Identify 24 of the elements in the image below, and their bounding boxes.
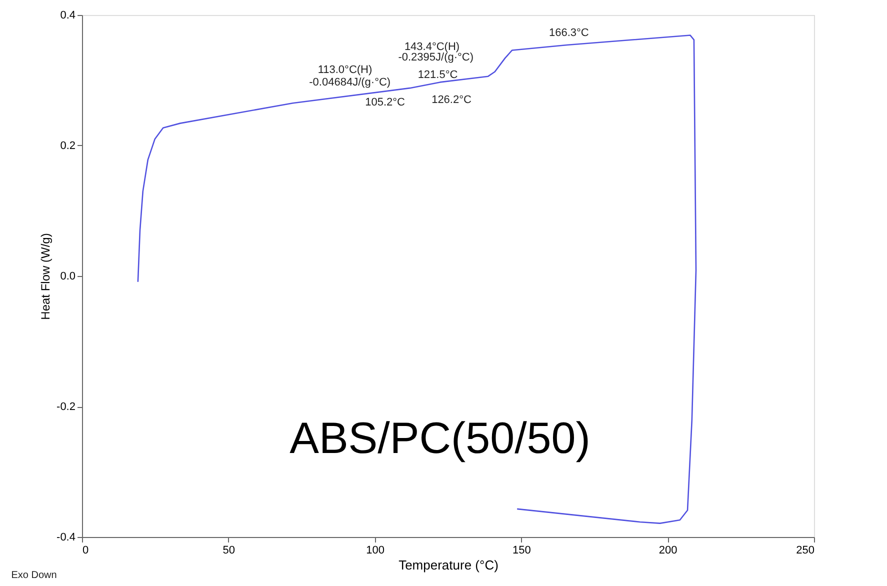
y-tick-label: 0.2 xyxy=(60,140,76,152)
x-axis-title: Temperature (°C) xyxy=(398,558,498,572)
x-tick-label: 250 xyxy=(796,544,814,556)
x-tick-label: 200 xyxy=(658,544,678,556)
y-tick-label: 0.4 xyxy=(60,10,76,22)
annotation: 166.3°C xyxy=(548,27,589,40)
y-tick-label: 0.0 xyxy=(60,270,76,282)
y-tick-label: -0.2 xyxy=(56,401,76,413)
y-axis-title: Heat Flow (W/g) xyxy=(38,233,53,320)
annotation: 143.4°C(H) xyxy=(404,41,460,53)
annotation: -0.04684J/(g·°C) xyxy=(309,76,391,88)
line-series xyxy=(137,34,697,524)
annotation: -0.2395J/(g·°C) xyxy=(398,52,474,64)
x-tick-label: 150 xyxy=(512,544,531,556)
annotation: 121.5°C xyxy=(418,68,458,81)
annotation: 105.2°C xyxy=(365,96,406,108)
y-tick-label: -0.4 xyxy=(56,532,76,544)
annotation: ABS/PC(50/50) xyxy=(290,414,590,463)
text: Exo Down xyxy=(11,570,57,581)
x-tick-label: 50 xyxy=(222,544,236,556)
x-tick-label: 100 xyxy=(366,544,384,556)
annotation: 126.2°C xyxy=(432,94,472,106)
annotation: 113.0°C(H) xyxy=(318,64,372,76)
x-tick-label: 0 xyxy=(82,544,89,556)
